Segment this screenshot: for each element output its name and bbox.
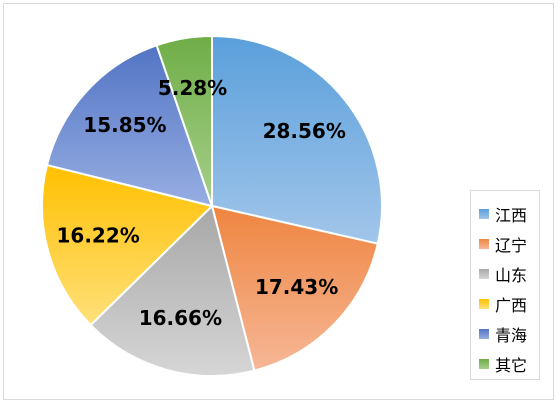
pie-slice-jiangxi — [211, 34, 383, 245]
pie-slice-guangxi — [41, 163, 214, 327]
data-label-liaoning: 17.43% — [255, 275, 338, 299]
data-label-jiangxi: 28.56% — [263, 119, 346, 143]
legend-item-other: 其它 — [479, 349, 539, 379]
legend-swatch-qinghai — [479, 329, 489, 339]
legend-label-guangxi: 广西 — [495, 296, 528, 315]
data-label-other: 5.28% — [158, 76, 227, 100]
pie-slice-qinghai — [45, 43, 214, 208]
legend-item-liaoning: 辽宁 — [479, 229, 539, 259]
pie-slice-liaoning — [210, 204, 379, 372]
legend-label-other: 其它 — [495, 356, 528, 375]
legend-item-qinghai: 青海 — [479, 319, 539, 349]
legend-swatch-other — [479, 359, 489, 369]
legend-label-shandong: 山东 — [495, 266, 528, 285]
legend-label-qinghai: 青海 — [495, 326, 528, 345]
chart-legend: 江西辽宁山东广西青海其它 — [470, 190, 540, 380]
data-label-shandong: 16.66% — [139, 306, 222, 330]
legend-swatch-guangxi — [479, 299, 489, 309]
data-label-guangxi: 16.22% — [57, 224, 140, 248]
legend-item-shandong: 山东 — [479, 259, 539, 289]
legend-swatch-shandong — [479, 269, 489, 279]
legend-label-jiangxi: 江西 — [495, 206, 528, 225]
pie-slice-other — [155, 34, 213, 207]
pie-slice-shandong — [89, 204, 256, 377]
legend-item-guangxi: 广西 — [479, 289, 539, 319]
legend-swatch-jiangxi — [479, 209, 489, 219]
data-label-qinghai: 15.85% — [83, 113, 166, 137]
legend-swatch-liaoning — [479, 239, 489, 249]
legend-label-liaoning: 辽宁 — [495, 236, 528, 255]
legend-item-jiangxi: 江西 — [479, 199, 539, 229]
